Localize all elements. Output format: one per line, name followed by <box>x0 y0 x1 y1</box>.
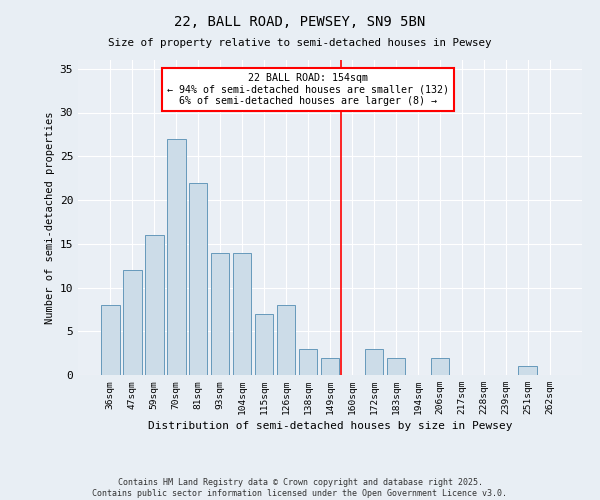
Bar <box>233 252 251 375</box>
Text: 22, BALL ROAD, PEWSEY, SN9 5BN: 22, BALL ROAD, PEWSEY, SN9 5BN <box>175 15 425 29</box>
Bar <box>277 305 295 375</box>
Bar <box>145 235 164 375</box>
Text: 22 BALL ROAD: 154sqm
← 94% of semi-detached houses are smaller (132)
6% of semi-: 22 BALL ROAD: 154sqm ← 94% of semi-detac… <box>167 73 449 106</box>
Text: Size of property relative to semi-detached houses in Pewsey: Size of property relative to semi-detach… <box>108 38 492 48</box>
Bar <box>365 349 383 375</box>
Bar <box>386 358 405 375</box>
Bar <box>211 252 229 375</box>
Bar <box>320 358 340 375</box>
Bar <box>518 366 537 375</box>
Bar <box>167 138 185 375</box>
X-axis label: Distribution of semi-detached houses by size in Pewsey: Distribution of semi-detached houses by … <box>148 422 512 432</box>
Bar <box>189 182 208 375</box>
Bar <box>431 358 449 375</box>
Text: Contains HM Land Registry data © Crown copyright and database right 2025.
Contai: Contains HM Land Registry data © Crown c… <box>92 478 508 498</box>
Bar <box>123 270 142 375</box>
Y-axis label: Number of semi-detached properties: Number of semi-detached properties <box>46 112 55 324</box>
Bar <box>299 349 317 375</box>
Bar <box>101 305 119 375</box>
Bar <box>255 314 274 375</box>
